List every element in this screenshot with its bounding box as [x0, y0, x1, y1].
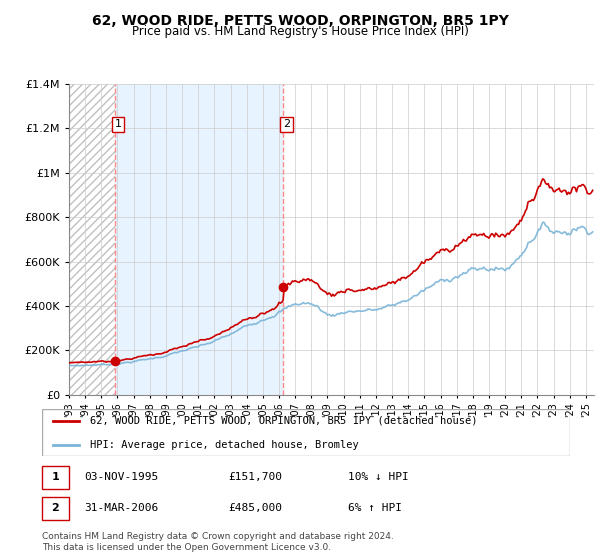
Text: 2: 2	[283, 119, 290, 129]
Text: 31-MAR-2006: 31-MAR-2006	[84, 503, 158, 513]
Bar	[115, 84, 283, 395]
Text: Contains HM Land Registry data © Crown copyright and database right 2024.
This d: Contains HM Land Registry data © Crown c…	[42, 532, 394, 552]
Text: 62, WOOD RIDE, PETTS WOOD, ORPINGTON, BR5 1PY (detached house): 62, WOOD RIDE, PETTS WOOD, ORPINGTON, BR…	[89, 416, 477, 426]
Text: £485,000: £485,000	[228, 503, 282, 513]
Text: 62, WOOD RIDE, PETTS WOOD, ORPINGTON, BR5 1PY: 62, WOOD RIDE, PETTS WOOD, ORPINGTON, BR…	[92, 14, 508, 28]
Text: 1: 1	[115, 119, 122, 129]
Text: £151,700: £151,700	[228, 473, 282, 482]
Text: 2: 2	[52, 503, 59, 513]
Text: HPI: Average price, detached house, Bromley: HPI: Average price, detached house, Brom…	[89, 440, 358, 450]
Text: Price paid vs. HM Land Registry's House Price Index (HPI): Price paid vs. HM Land Registry's House …	[131, 25, 469, 38]
Text: 10% ↓ HPI: 10% ↓ HPI	[348, 473, 409, 482]
Text: 6% ↑ HPI: 6% ↑ HPI	[348, 503, 402, 513]
Text: 03-NOV-1995: 03-NOV-1995	[84, 473, 158, 482]
Text: 1: 1	[52, 473, 59, 482]
